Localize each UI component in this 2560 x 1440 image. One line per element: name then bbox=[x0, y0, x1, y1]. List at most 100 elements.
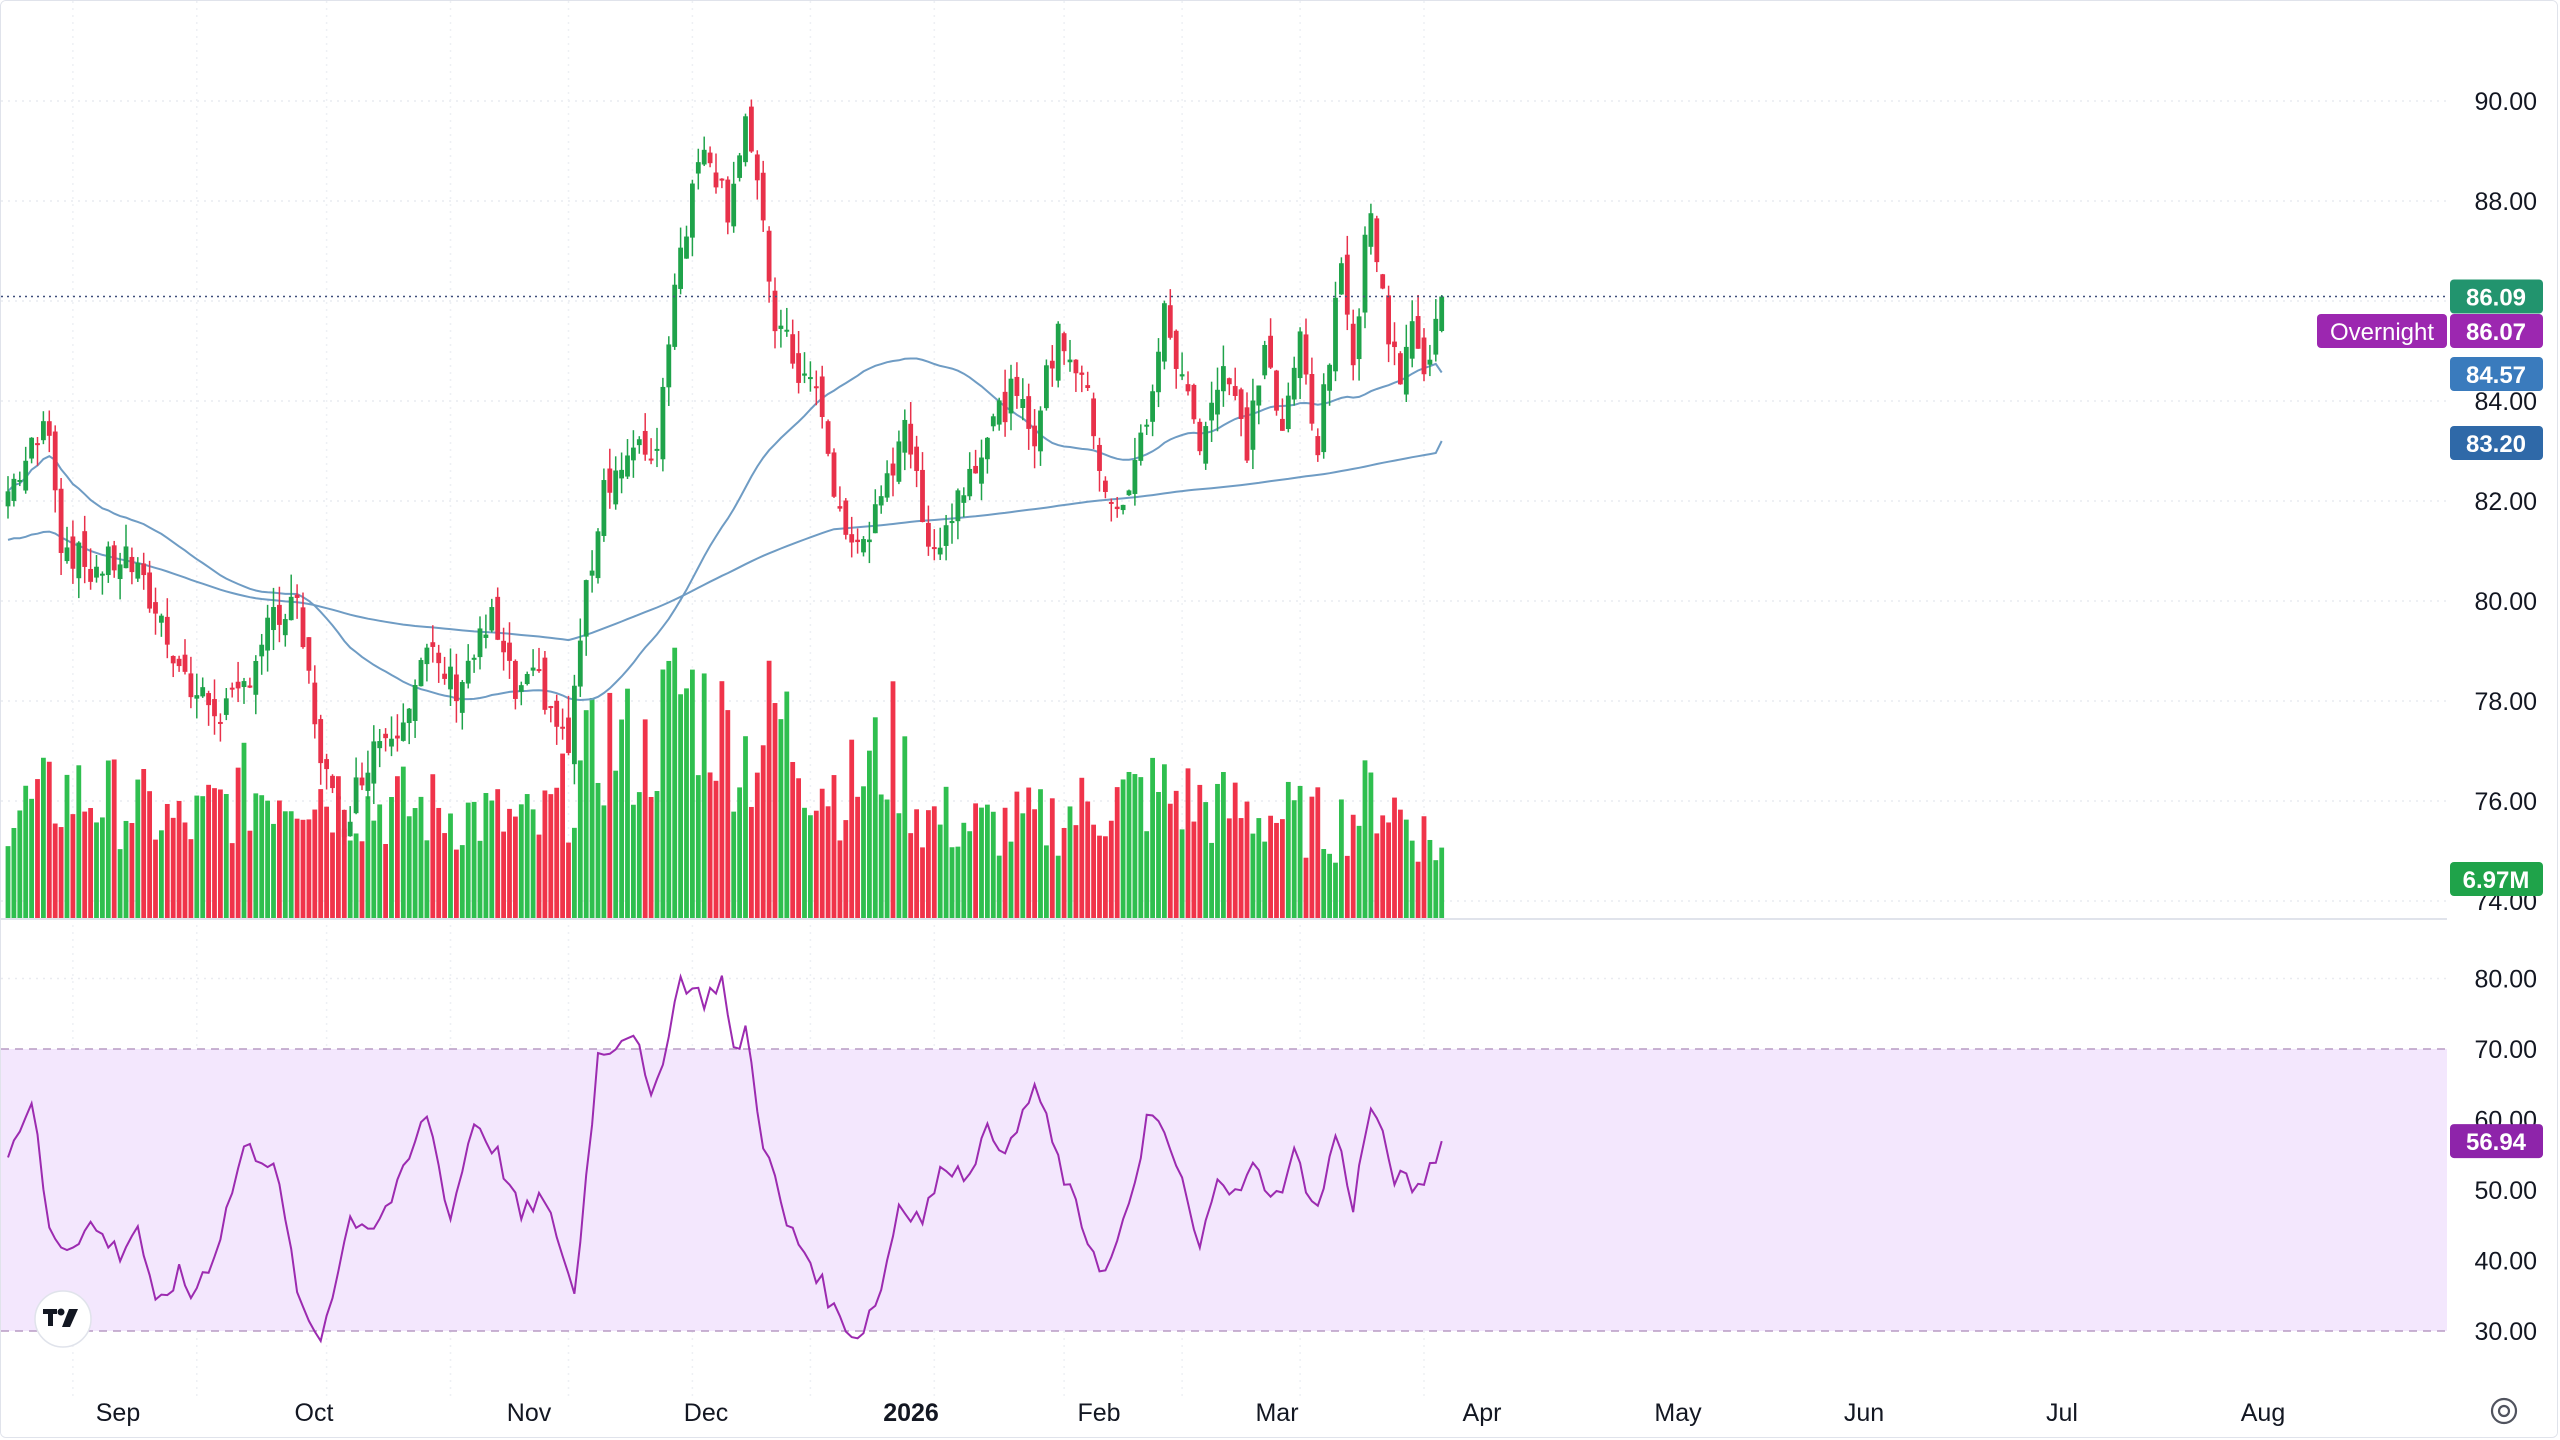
volume-bar bbox=[495, 789, 501, 919]
candle-body bbox=[1138, 432, 1144, 461]
volume-bar bbox=[218, 789, 223, 919]
volume-bar bbox=[1126, 771, 1132, 919]
ma-long-badge: 83.20 bbox=[2450, 426, 2543, 460]
candle-body bbox=[76, 542, 82, 579]
volume-bar bbox=[1274, 822, 1279, 919]
candle-body bbox=[1256, 385, 1262, 406]
volume-bar bbox=[477, 840, 483, 919]
candle-body bbox=[1226, 378, 1232, 385]
candle-body bbox=[88, 568, 93, 582]
volume-bar bbox=[176, 800, 182, 919]
candle-body bbox=[259, 644, 265, 657]
price-tick-label: 90.00 bbox=[2474, 88, 2537, 116]
candle-body bbox=[530, 667, 536, 671]
volume-bar bbox=[1297, 785, 1303, 919]
candle-body bbox=[164, 616, 170, 645]
volume-bar bbox=[872, 717, 878, 919]
volume-bar bbox=[577, 760, 583, 919]
candle-body bbox=[1126, 490, 1132, 496]
candle-body bbox=[501, 640, 506, 653]
last-price-badge: 86.09 bbox=[2450, 279, 2543, 314]
time-tick-label: Dec bbox=[684, 1399, 728, 1427]
volume-bar bbox=[961, 822, 967, 919]
volume-bar bbox=[1167, 803, 1173, 919]
volume-bar bbox=[1020, 813, 1026, 919]
volume-bar bbox=[1226, 818, 1232, 919]
volume-bar bbox=[64, 774, 70, 919]
candle-body bbox=[908, 423, 914, 455]
volume-bar bbox=[1097, 835, 1102, 919]
candle-body bbox=[117, 564, 123, 580]
volume-bar bbox=[690, 669, 695, 919]
volume-bar bbox=[223, 794, 229, 919]
candle-body bbox=[94, 566, 99, 578]
candle-body bbox=[153, 602, 158, 614]
volume-bar bbox=[636, 792, 642, 919]
candle-body bbox=[796, 353, 801, 383]
volume-bar bbox=[955, 846, 961, 919]
candle-body bbox=[64, 547, 70, 562]
volume-bar bbox=[1026, 787, 1032, 919]
candle-body bbox=[725, 179, 731, 223]
volume-bar bbox=[454, 849, 459, 919]
candle-body bbox=[843, 500, 849, 535]
candle-body bbox=[831, 452, 837, 497]
volume-bar bbox=[796, 778, 801, 919]
price-tick-label: 84.00 bbox=[2474, 388, 2537, 416]
volume-bar bbox=[247, 830, 253, 919]
volume-bar bbox=[701, 673, 707, 919]
volume-bar bbox=[300, 819, 306, 919]
time-tick-label: Mar bbox=[1255, 1399, 1298, 1427]
volume-bar bbox=[920, 847, 925, 919]
volume-bar bbox=[507, 808, 512, 919]
candle-body bbox=[572, 685, 577, 765]
svg-text:83.20: 83.20 bbox=[2466, 431, 2526, 458]
candle-body bbox=[1085, 385, 1091, 388]
candle-body bbox=[743, 116, 748, 163]
candle-body bbox=[1421, 337, 1427, 375]
volume-bar bbox=[412, 808, 418, 919]
volume-bar bbox=[111, 759, 117, 919]
candle-body bbox=[595, 531, 601, 579]
candle-body bbox=[548, 706, 554, 709]
candle-body bbox=[955, 490, 961, 522]
svg-text:56.94: 56.94 bbox=[2466, 1129, 2527, 1156]
volume-bar bbox=[459, 845, 465, 919]
volume-bar bbox=[607, 692, 613, 919]
candle-body bbox=[105, 546, 111, 576]
volume-bar bbox=[1403, 819, 1409, 919]
volume-bar bbox=[1362, 760, 1368, 919]
volume-bar bbox=[749, 806, 754, 919]
candle-body bbox=[1374, 218, 1380, 263]
tradingview-logo[interactable] bbox=[34, 1290, 92, 1348]
volume-bar bbox=[878, 794, 884, 919]
candle-body bbox=[318, 719, 324, 764]
candle-body bbox=[389, 738, 394, 747]
volume-bar bbox=[766, 660, 772, 919]
candle-body bbox=[583, 580, 589, 637]
candle-body bbox=[1297, 331, 1303, 379]
volume-bar bbox=[1091, 824, 1096, 919]
volume-bar bbox=[1049, 798, 1055, 919]
candle-body bbox=[1280, 418, 1285, 431]
settings-icon[interactable] bbox=[2490, 1397, 2518, 1425]
volume-bar bbox=[1150, 757, 1155, 919]
volume-bar bbox=[1374, 833, 1380, 919]
volume-bar bbox=[100, 817, 105, 919]
volume-bar bbox=[336, 776, 341, 919]
price-tick-label: 82.00 bbox=[2474, 488, 2537, 516]
candle-body bbox=[324, 759, 329, 770]
volume-bar bbox=[678, 694, 683, 919]
volume-bar bbox=[754, 772, 760, 919]
candle-body bbox=[1285, 395, 1291, 430]
candle-body bbox=[1350, 323, 1356, 366]
volume-bar bbox=[583, 710, 589, 919]
volume-bar bbox=[1073, 825, 1079, 919]
moving-average-short bbox=[7, 357, 1443, 702]
candle-body bbox=[288, 596, 294, 621]
candle-body bbox=[1002, 391, 1008, 423]
volume-bar bbox=[996, 855, 1002, 919]
candle-body bbox=[778, 325, 784, 329]
volume-bar bbox=[542, 790, 548, 919]
rsi-tick-label: 30.00 bbox=[2474, 1318, 2537, 1346]
